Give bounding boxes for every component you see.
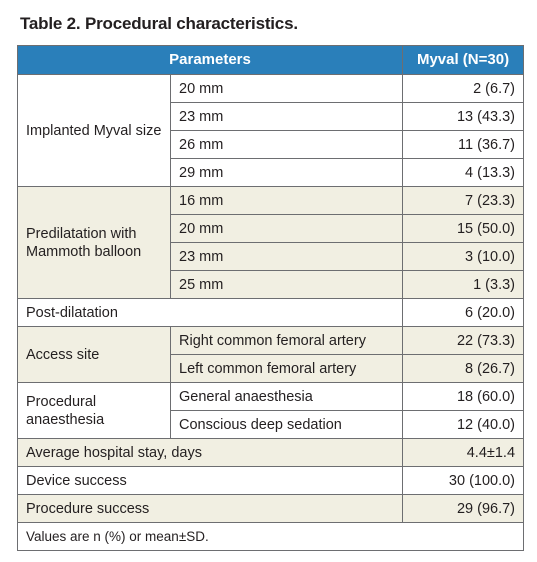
parameter-cell: 25 mm <box>169 270 404 299</box>
parameter-cell: 26 mm <box>169 130 404 159</box>
group-label: Predilatation with Mammoth balloon <box>17 186 171 299</box>
table-row: Procedure success 29 (96.7) <box>16 494 525 523</box>
parameter-cell: Right common femoral artery <box>169 326 404 355</box>
group-label: Procedural anaesthesia <box>17 382 171 439</box>
table-row: Left common femoral artery 8 (26.7) <box>18 354 525 383</box>
table-row: 29 mm 4 (13.3) <box>18 158 525 187</box>
table-row: Implanted Myval size 20 mm 2 (6.7) <box>17 74 525 187</box>
group-label: Post-dilatation <box>16 298 404 327</box>
parameter-cell: Conscious deep sedation <box>169 410 404 439</box>
footnote-row: Values are n (%) or mean±SD. <box>16 522 525 551</box>
parameter-cell: 20 mm <box>169 214 404 243</box>
value-cell: 8 (26.7) <box>402 354 525 383</box>
table-row: Access site Right common femoral artery 22… <box>17 326 525 383</box>
group-label: Implanted Myval size <box>17 74 171 187</box>
value-cell: 3 (10.0) <box>402 242 525 271</box>
footnote: Values are n (%) or mean±SD. <box>16 522 525 551</box>
parameter-cell: General anaesthesia <box>169 382 404 411</box>
value-cell: 18 (60.0) <box>402 382 525 411</box>
table-row: 23 mm 13 (43.3) <box>18 102 525 131</box>
header-parameters: Parameters <box>16 45 404 75</box>
table-row: Average hospital stay, days 4.4±1.4 <box>16 438 525 467</box>
table-row: Device success 30 (100.0) <box>16 466 525 495</box>
table-row: 23 mm 3 (10.0) <box>18 242 525 271</box>
table-row: Conscious deep sedation 12 (40.0) <box>18 410 525 439</box>
table-row: Post-dilatation 6 (20.0) <box>16 298 525 327</box>
parameter-cell: 29 mm <box>169 158 404 187</box>
parameter-cell: 23 mm <box>169 242 404 271</box>
header-myval: Myval (N=30) <box>402 45 525 75</box>
value-cell: 4 (13.3) <box>402 158 525 187</box>
table-caption: Table 2. Procedural characteristics. <box>20 14 298 33</box>
header-row: Parameters Myval (N=30) <box>16 45 525 75</box>
value-cell: 29 (96.7) <box>402 494 525 523</box>
group-label: Procedure success <box>16 494 404 523</box>
table-row: 25 mm 1 (3.3) <box>18 270 525 299</box>
value-cell: 1 (3.3) <box>402 270 525 299</box>
parameter-cell: 20 mm <box>169 74 404 103</box>
parameter-cell: Left common femoral artery <box>169 354 404 383</box>
group-label: Device success <box>16 466 404 495</box>
value-cell: 11 (36.7) <box>402 130 525 159</box>
group-label: Access site <box>17 326 171 383</box>
value-cell: 30 (100.0) <box>402 466 525 495</box>
value-cell: 22 (73.3) <box>402 326 525 355</box>
table-row: Predilatation with Mammoth balloon 16 mm 7… <box>17 186 525 299</box>
parameter-cell: 16 mm <box>169 186 404 215</box>
group-label: Average hospital stay, days <box>16 438 404 467</box>
value-cell: 6 (20.0) <box>402 298 525 327</box>
value-cell: 7 (23.3) <box>402 186 525 215</box>
value-cell: 4.4±1.4 <box>402 438 525 467</box>
table-row: Procedural anaesthesia General anaesthesi… <box>17 382 525 439</box>
value-cell: 15 (50.0) <box>402 214 525 243</box>
value-cell: 2 (6.7) <box>402 74 525 103</box>
value-cell: 13 (43.3) <box>402 102 525 131</box>
parameter-cell: 23 mm <box>169 102 404 131</box>
table-row: 20 mm 15 (50.0) <box>18 214 525 243</box>
procedural-characteristics-table: Parameters Myval (N=30) Implanted Myval … <box>16 45 525 551</box>
value-cell: 12 (40.0) <box>402 410 525 439</box>
